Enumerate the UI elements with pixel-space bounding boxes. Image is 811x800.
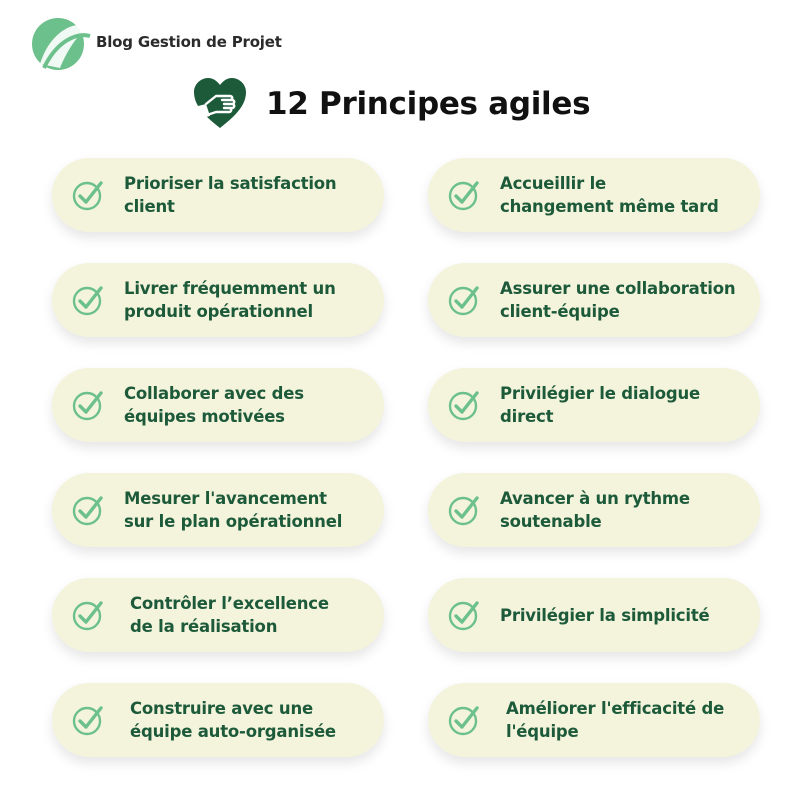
leaf-logo-icon — [32, 18, 91, 70]
principle-text: Livrer fréquemment un produit opérationne… — [124, 279, 336, 321]
check-circle-icon — [72, 286, 103, 316]
heart-hand-icon — [194, 78, 246, 128]
principle-text: Accueillir le changement même tard — [500, 174, 719, 216]
check-circle-icon — [72, 601, 103, 631]
principle-card: Privilégier le dialogue direct — [428, 368, 760, 442]
check-circle-icon — [72, 181, 103, 211]
principle-text: Prioriser la satisfaction client — [124, 174, 337, 216]
principle-card: Mesurer l'avancement sur le plan opératio… — [52, 473, 384, 547]
principle-card: Améliorer l'efficacité de l'équipe — [428, 683, 760, 757]
page-title: 12 Principes agiles — [266, 86, 591, 122]
principle-card: Privilégier la simplicité — [428, 578, 760, 652]
principle-card: Contrôler l’excellence de la réalisation — [52, 578, 384, 652]
principle-card: Prioriser la satisfaction client — [52, 158, 384, 232]
check-circle-icon — [72, 706, 103, 736]
check-circle-icon — [448, 496, 479, 526]
principle-text: Avancer à un rythme soutenable — [500, 489, 690, 531]
check-circle-icon — [448, 601, 479, 631]
principle-text: Collaborer avec des équipes motivées — [124, 384, 304, 426]
check-circle-icon — [448, 706, 479, 736]
principle-card: Livrer fréquemment un produit opérationne… — [52, 263, 384, 337]
check-circle-icon — [72, 391, 103, 421]
principle-card: Construire avec une équipe auto-organisée — [52, 683, 384, 757]
brand-name: Blog Gestion de Projet — [96, 33, 282, 51]
principle-text: Mesurer l'avancement sur le plan opératio… — [124, 489, 343, 531]
page-header: 12 Principes agiles — [192, 76, 591, 132]
principles-grid: Prioriser la satisfaction client Accueill… — [52, 158, 760, 757]
principle-text: Contrôler l’excellence de la réalisation — [130, 594, 329, 636]
principle-text: Construire avec une équipe auto-organisée — [130, 699, 336, 741]
check-circle-icon — [72, 496, 103, 526]
principle-text: Améliorer l'efficacité de l'équipe — [506, 699, 725, 741]
check-circle-icon — [448, 391, 479, 421]
brand[interactable]: Blog Gestion de Projet — [30, 12, 282, 72]
principle-text: Privilégier le dialogue direct — [500, 384, 701, 426]
principle-text: Privilégier la simplicité — [500, 605, 710, 625]
principle-card: Avancer à un rythme soutenable — [428, 473, 760, 547]
principle-card: Assurer une collaboration client-équipe — [428, 263, 760, 337]
check-circle-icon — [448, 286, 479, 316]
principle-card: Accueillir le changement même tard — [428, 158, 760, 232]
principle-card: Collaborer avec des équipes motivées — [52, 368, 384, 442]
check-circle-icon — [448, 181, 479, 211]
principle-text: Assurer une collaboration client-équipe — [500, 279, 736, 321]
